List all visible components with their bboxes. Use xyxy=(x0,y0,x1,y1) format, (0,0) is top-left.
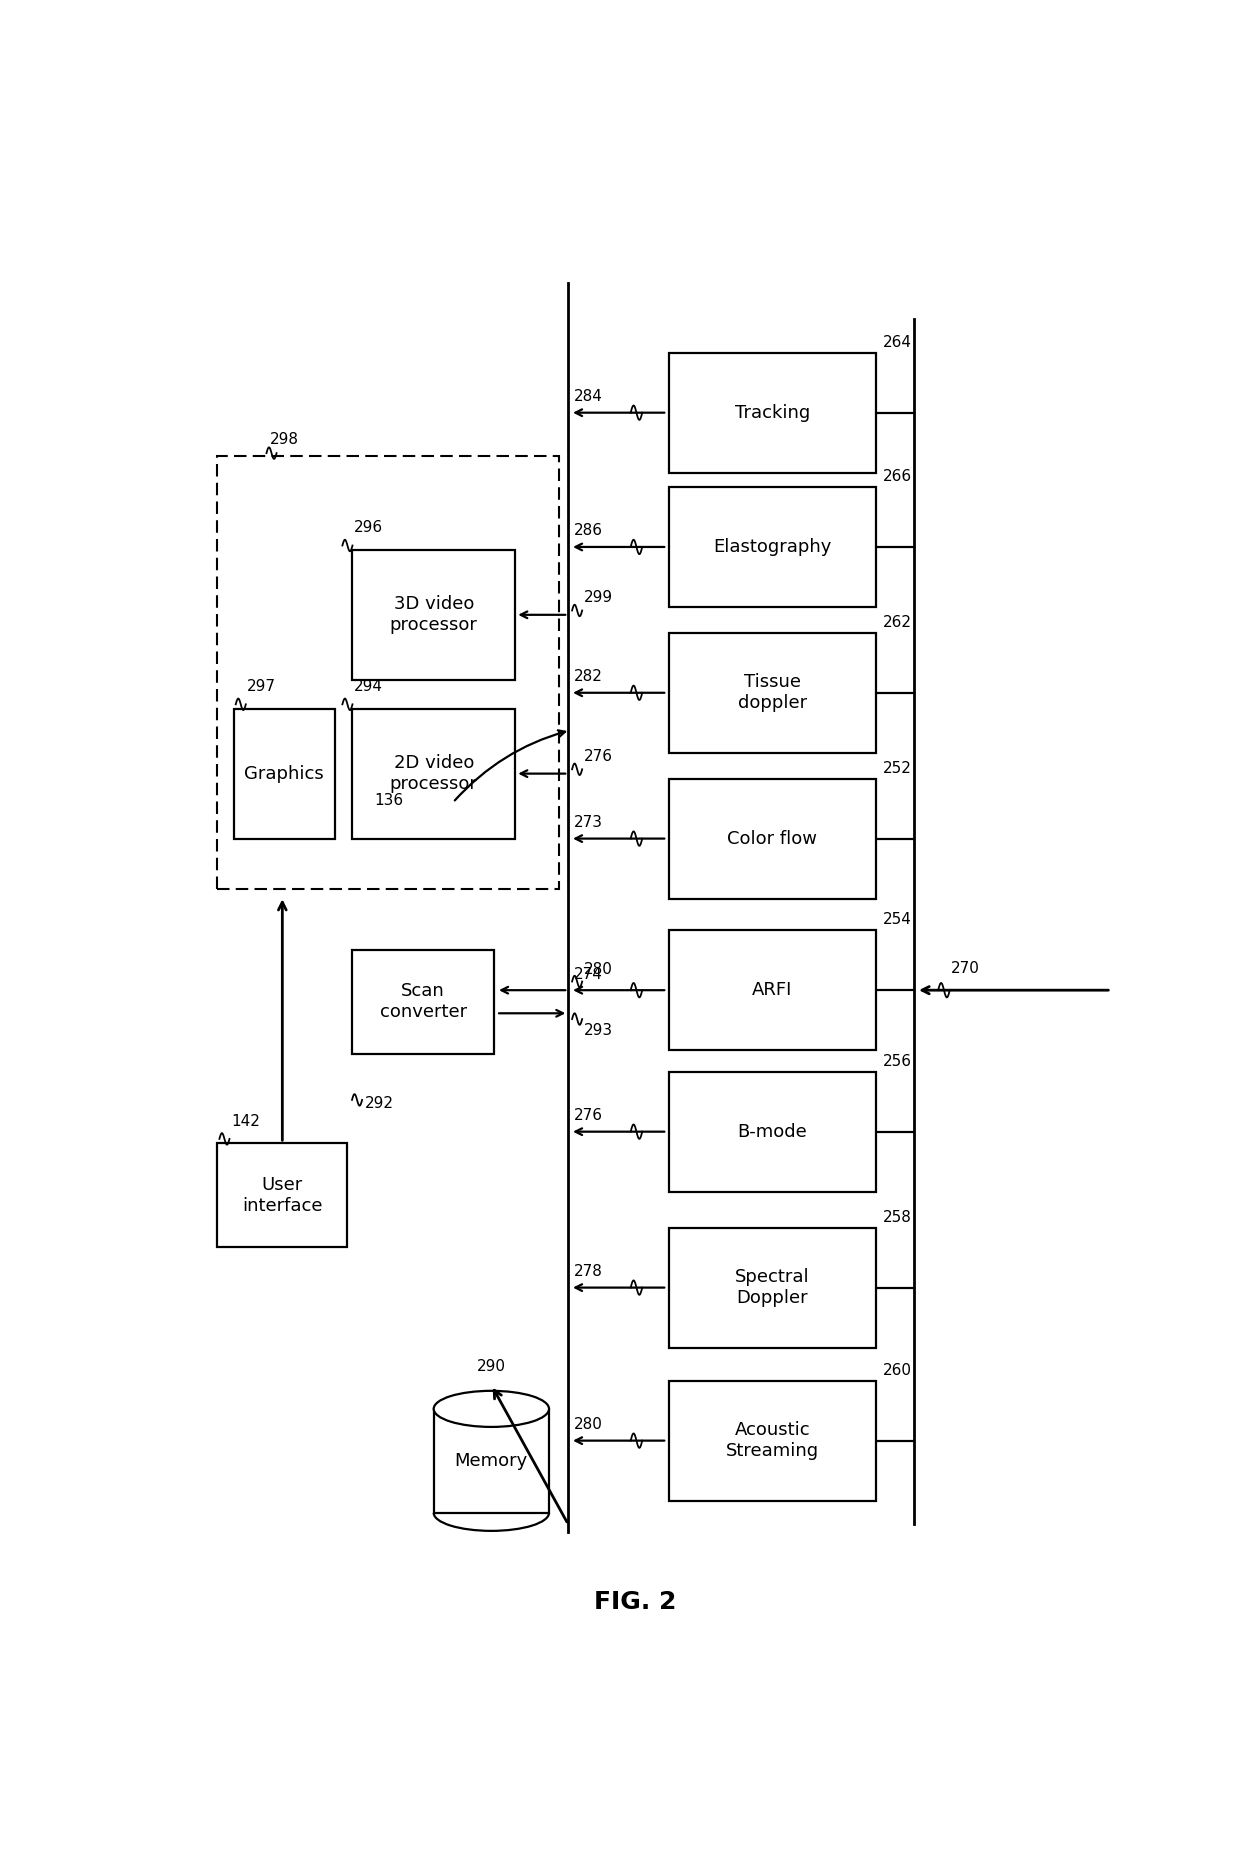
Text: 254: 254 xyxy=(883,913,911,928)
Text: Tracking: Tracking xyxy=(735,403,810,422)
Text: 299: 299 xyxy=(584,591,613,606)
Text: Graphics: Graphics xyxy=(244,765,324,782)
Text: 286: 286 xyxy=(574,523,603,538)
Text: 258: 258 xyxy=(883,1209,911,1224)
Text: 262: 262 xyxy=(883,615,911,630)
Text: 276: 276 xyxy=(574,1108,603,1123)
Text: 290: 290 xyxy=(477,1359,506,1374)
FancyBboxPatch shape xyxy=(352,709,516,838)
Text: Elastography: Elastography xyxy=(713,538,832,557)
Text: 270: 270 xyxy=(951,960,980,975)
FancyBboxPatch shape xyxy=(217,456,558,889)
Text: 294: 294 xyxy=(353,679,383,694)
FancyBboxPatch shape xyxy=(670,634,875,752)
Text: 292: 292 xyxy=(365,1097,393,1112)
Text: Memory: Memory xyxy=(455,1451,528,1470)
Text: Color flow: Color flow xyxy=(728,829,817,848)
FancyBboxPatch shape xyxy=(234,709,335,838)
Text: 142: 142 xyxy=(231,1114,260,1129)
Text: Scan
converter: Scan converter xyxy=(379,982,466,1022)
Text: User
interface: User interface xyxy=(242,1176,322,1215)
Text: 298: 298 xyxy=(270,433,299,448)
Text: 282: 282 xyxy=(574,669,603,684)
Text: 136: 136 xyxy=(374,793,403,808)
Text: 278: 278 xyxy=(574,1264,603,1279)
FancyBboxPatch shape xyxy=(670,352,875,472)
Text: 2D video
processor: 2D video processor xyxy=(389,754,477,793)
Text: 297: 297 xyxy=(247,679,277,694)
Text: B-mode: B-mode xyxy=(738,1123,807,1140)
Text: 280: 280 xyxy=(574,1418,603,1432)
Text: 280: 280 xyxy=(584,962,613,977)
Text: Acoustic
Streaming: Acoustic Streaming xyxy=(725,1421,818,1461)
FancyBboxPatch shape xyxy=(670,488,875,608)
Text: 293: 293 xyxy=(584,1024,613,1039)
FancyBboxPatch shape xyxy=(670,778,875,898)
Text: Tissue
doppler: Tissue doppler xyxy=(738,673,807,712)
Text: 276: 276 xyxy=(584,748,613,763)
Text: 266: 266 xyxy=(883,469,911,484)
FancyBboxPatch shape xyxy=(352,951,495,1054)
Text: 273: 273 xyxy=(574,816,603,831)
Text: Spectral
Doppler: Spectral Doppler xyxy=(735,1268,810,1307)
Text: 296: 296 xyxy=(353,521,383,536)
Text: 260: 260 xyxy=(883,1363,911,1378)
Text: 3D video
processor: 3D video processor xyxy=(389,596,477,634)
Text: 256: 256 xyxy=(883,1054,911,1069)
FancyBboxPatch shape xyxy=(352,549,516,681)
FancyBboxPatch shape xyxy=(217,1144,347,1247)
FancyBboxPatch shape xyxy=(434,1408,549,1513)
FancyBboxPatch shape xyxy=(670,1072,875,1192)
Ellipse shape xyxy=(434,1391,549,1427)
Text: 264: 264 xyxy=(883,336,911,351)
FancyBboxPatch shape xyxy=(670,930,875,1050)
Text: 274: 274 xyxy=(574,966,603,981)
Text: 284: 284 xyxy=(574,388,603,403)
FancyBboxPatch shape xyxy=(670,1228,875,1348)
Text: 252: 252 xyxy=(883,761,911,776)
FancyBboxPatch shape xyxy=(670,1380,875,1500)
Text: FIG. 2: FIG. 2 xyxy=(594,1590,677,1614)
Text: ARFI: ARFI xyxy=(753,981,792,999)
